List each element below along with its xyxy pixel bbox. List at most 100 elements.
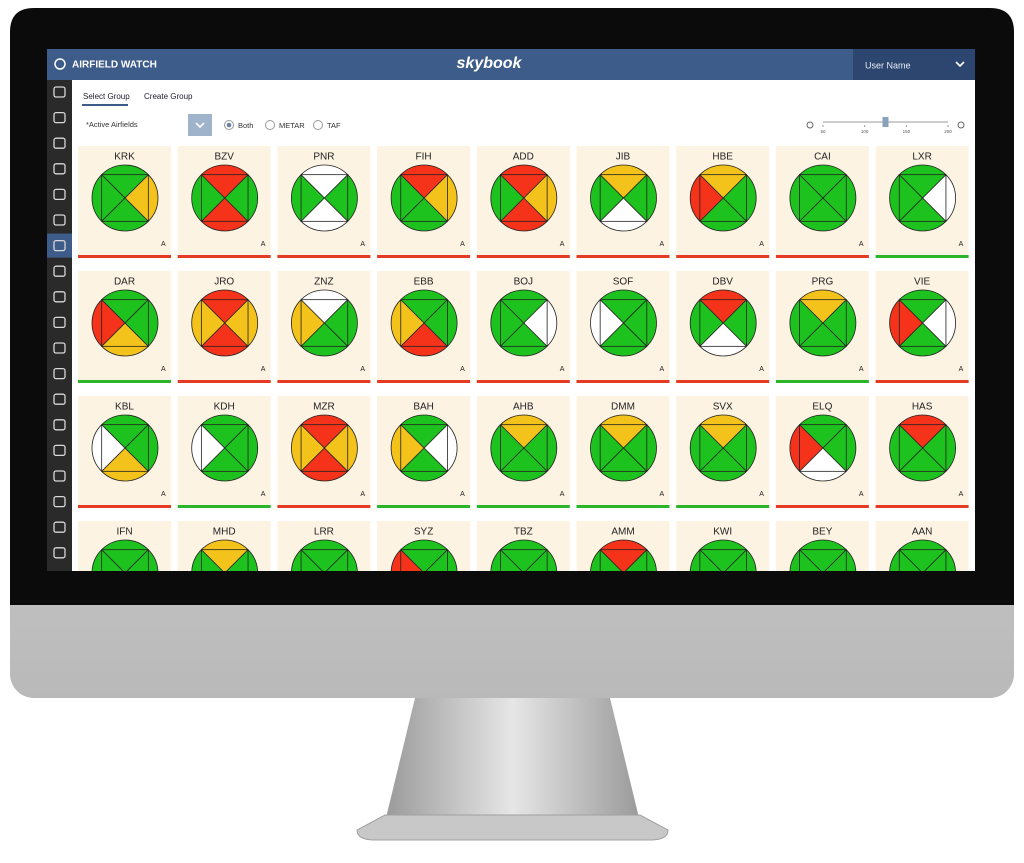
diagonals (699, 549, 747, 571)
airfield-flag: A (360, 491, 365, 498)
circle-outline (490, 414, 558, 482)
radio-label[interactable]: TAF (327, 121, 341, 130)
inner-square (898, 299, 947, 347)
radio-label[interactable]: Both (238, 121, 253, 130)
airfield-flag: A (959, 491, 964, 498)
chevron[interactable] (955, 61, 965, 68)
quadrant (400, 165, 448, 198)
sidebar-icon[interactable] (53, 86, 66, 98)
circle-outline (291, 539, 358, 571)
sidebar-icon[interactable] (53, 419, 66, 431)
diagonals (201, 174, 249, 222)
radio[interactable] (265, 120, 275, 130)
quadrant (324, 424, 358, 472)
inner-square (799, 424, 847, 472)
circle-outline (390, 289, 458, 357)
sidebar-icon[interactable] (53, 239, 66, 252)
slider-thumb[interactable] (882, 117, 889, 127)
quadrant (500, 323, 548, 356)
quadrant (191, 549, 223, 571)
quadrant (889, 174, 923, 222)
status-bar (78, 505, 171, 508)
diagonals (300, 299, 349, 347)
sidebar-icon[interactable] (53, 342, 66, 354)
quadrant (889, 424, 923, 472)
airfield-code: JIB (616, 152, 631, 163)
airfield-flag: A (460, 366, 465, 373)
stand-neck (385, 698, 640, 822)
quadrant (899, 448, 946, 481)
inner-square (898, 174, 947, 222)
quadrant (490, 174, 524, 222)
zoom-out[interactable] (806, 121, 814, 129)
airfield-code: AHB (513, 402, 534, 413)
circle-outline (689, 164, 757, 232)
sidebar-icon[interactable] (53, 393, 66, 405)
quadrant (426, 549, 458, 571)
circle-outline (191, 289, 259, 357)
quadrant (201, 448, 249, 482)
airfield-flag: A (460, 491, 465, 498)
tab[interactable]: Select Group (83, 92, 130, 101)
quadrant (424, 299, 458, 347)
sidebar-icon[interactable] (53, 137, 66, 149)
sidebar-icon[interactable] (53, 188, 66, 201)
quadrant (400, 289, 448, 323)
slider-label: 200 (944, 129, 952, 134)
diagonals (300, 424, 349, 472)
diagonals (300, 174, 349, 222)
airfield-code: PRG (812, 277, 834, 288)
sidebar-icon[interactable] (53, 291, 66, 303)
app-icon (54, 58, 66, 70)
quadrant (201, 323, 249, 357)
status-bar (177, 505, 271, 508)
diagonals (500, 174, 548, 222)
airfield-flag: A (759, 491, 764, 498)
airfield-code: ZNZ (314, 277, 333, 288)
radio-label[interactable]: METAR (279, 121, 305, 130)
inner-square (599, 299, 648, 347)
dropdown-chevron[interactable] (195, 122, 205, 129)
airfield-code: KBL (115, 402, 134, 413)
sidebar-icon[interactable] (53, 111, 66, 124)
airfield-code: CAI (814, 152, 831, 163)
quadrant (799, 290, 847, 323)
sidebar-icon[interactable] (53, 214, 66, 226)
status-bar (576, 505, 670, 508)
airfield-code: ELQ (812, 402, 832, 413)
sidebar-icon[interactable] (53, 367, 66, 380)
sidebar-icon[interactable] (53, 163, 66, 175)
quadrant (91, 299, 125, 347)
quadrant (623, 174, 657, 222)
user-name[interactable]: User Name (865, 60, 911, 70)
radio[interactable] (313, 120, 323, 130)
quadrant (523, 174, 557, 222)
dropdown[interactable] (188, 114, 212, 136)
status-bar (875, 505, 969, 508)
diagonals (500, 549, 548, 571)
diagonals (400, 174, 448, 222)
quadrant (326, 549, 358, 571)
status-bar (78, 380, 171, 383)
circle-outline (590, 539, 657, 571)
sidebar-icon[interactable] (53, 521, 66, 533)
airfield-flag: A (560, 491, 565, 498)
status-bar (476, 380, 570, 383)
status-bar (875, 255, 969, 258)
sidebar-icon[interactable] (53, 265, 66, 277)
sidebar-icon[interactable] (53, 470, 66, 482)
circle-outline (889, 414, 956, 482)
zoom-in[interactable] (957, 121, 965, 129)
user-menu[interactable] (853, 49, 975, 80)
status-bar (775, 380, 869, 383)
tab[interactable]: Create Group (144, 92, 193, 101)
sidebar-icon[interactable] (53, 547, 66, 559)
sidebar-icon[interactable] (53, 316, 66, 329)
inner-square (699, 549, 747, 571)
airfield-code: PNR (313, 152, 334, 163)
airfield-flag: A (560, 241, 565, 248)
airfield-flag: A (859, 366, 864, 373)
sidebar-icon[interactable] (53, 495, 66, 508)
sidebar-icon[interactable] (53, 444, 66, 457)
inner-square (300, 174, 349, 222)
